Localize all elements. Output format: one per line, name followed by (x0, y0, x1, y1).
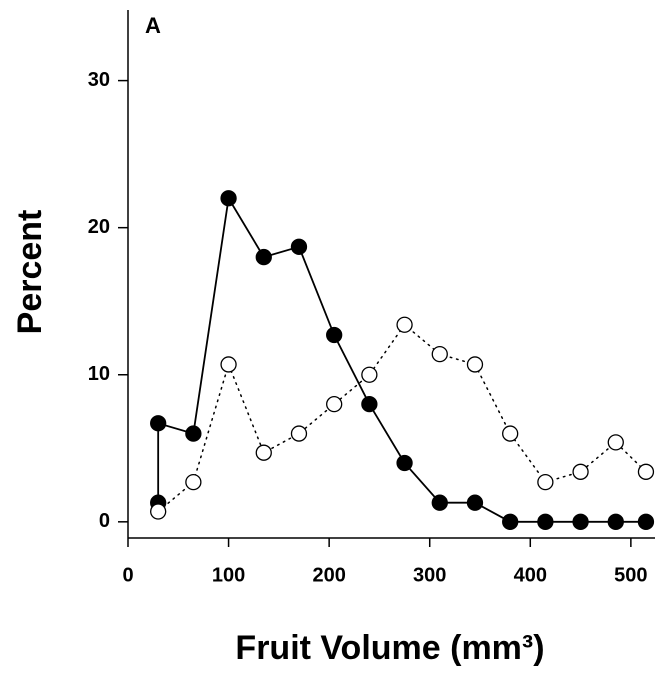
data-point (572, 513, 589, 530)
data-point (185, 473, 202, 491)
data-point (361, 366, 378, 383)
x-tick-label: 0 (122, 564, 133, 586)
data-point (502, 425, 519, 442)
y-tick-label: 20 (88, 216, 110, 238)
data-point (220, 190, 237, 207)
x-axis-label: Fruit Volume (mm³) (235, 629, 544, 667)
series-line (157, 195, 647, 523)
data-point (466, 494, 484, 511)
data-point (361, 396, 378, 413)
data-point (150, 415, 167, 432)
x-tick-label: 500 (614, 564, 647, 586)
data-point (396, 316, 413, 333)
panel-label: A (145, 13, 161, 38)
x-tick-label: 400 (514, 564, 547, 586)
x-tick-label: 300 (413, 564, 446, 586)
data-point (431, 494, 448, 511)
data-point (220, 356, 237, 373)
data-point (466, 356, 484, 373)
data-point (537, 473, 554, 491)
data-point (637, 513, 655, 530)
data-point (290, 238, 308, 255)
data-point (607, 434, 624, 451)
x-tick-label: 100 (212, 564, 245, 586)
data-point (326, 326, 343, 344)
data-point (637, 463, 655, 480)
data-point (572, 463, 589, 480)
data-point (537, 513, 554, 530)
y-tick-label: 0 (99, 510, 110, 532)
data-point (326, 396, 343, 413)
y-tick-label: 10 (88, 363, 110, 385)
y-axis-label: Percent (11, 210, 49, 335)
data-point (255, 444, 272, 461)
data-point (255, 248, 272, 266)
series-line (157, 323, 647, 513)
data-point (150, 503, 167, 520)
data-point (290, 425, 308, 442)
data-point (502, 513, 519, 530)
data-point (185, 425, 202, 442)
y-tick-label: 30 (88, 69, 110, 91)
data-point (607, 513, 624, 530)
x-tick-label: 200 (312, 564, 345, 586)
data-point (431, 346, 448, 363)
data-point (396, 454, 413, 472)
